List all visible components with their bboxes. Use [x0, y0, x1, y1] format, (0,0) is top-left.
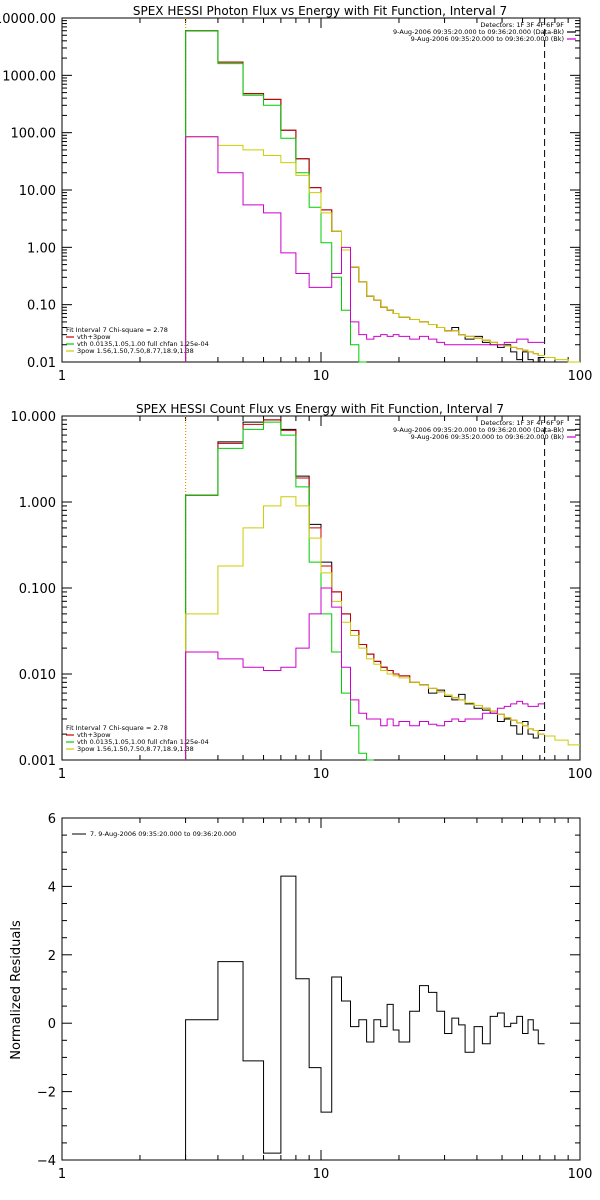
y-tick-label: 0.01	[27, 356, 56, 371]
data-series-step-line	[185, 419, 545, 760]
data-series-step-line	[185, 419, 545, 760]
y-tick-label: 0.100	[19, 582, 56, 597]
y-tick-label: 10.00	[19, 184, 56, 199]
chart-title: SPEX HESSI Photon Flux vs Energy with Fi…	[133, 4, 507, 18]
count-flux-panel: SPEX HESSI Count Flux vs Energy with Fit…	[11, 402, 593, 782]
y-tick-label: 6	[48, 812, 56, 827]
y-tick-label: 0.010	[19, 668, 56, 683]
legend-top-right-text: 9-Aug-2006 09:35:20.000 to 09:36:20.000 …	[393, 426, 564, 434]
x-tick-label: 1	[58, 369, 66, 384]
data-series-step-line	[185, 136, 545, 362]
data-series-step-line	[185, 421, 374, 761]
y-tick-label: 10.000	[11, 410, 57, 425]
legend-top-right-text: 9-Aug-2006 09:35:20.000 to 09:36:20.000 …	[411, 35, 564, 43]
legend-top-right-text: 9-Aug-2006 09:35:20.000 to 09:36:20.000 …	[393, 28, 564, 36]
y-axis-label: Normalized Residuals	[9, 920, 24, 1060]
data-series-step-line	[185, 136, 545, 362]
data-series-step-line	[185, 587, 545, 760]
legend-bottom-left-text: 3pow 1.56,1.50,7.50,8.77,18.9,1.38	[77, 347, 194, 355]
residuals-panel: Normalized Residuals 1 10 100 −4 −2 0 2 4 6 7. 9-…	[9, 812, 592, 1182]
x-tick-label: 10	[313, 1167, 330, 1182]
y-tick-label: 0	[48, 1017, 56, 1032]
data-series-step-line	[185, 875, 545, 1160]
chart-title: SPEX HESSI Count Flux vs Energy with Fit…	[136, 402, 504, 416]
y-tick-label: 4	[48, 880, 56, 895]
legend-bottom-left-text: vth+3pow	[77, 333, 111, 341]
x-tick-label: 100	[568, 1167, 593, 1182]
legend-top-right-text: Detectors: 1F 3F 4F 6F 9F	[480, 21, 564, 29]
data-series-step-line	[185, 30, 545, 363]
y-tick-label: −2	[37, 1086, 56, 1101]
x-tick-label: 100	[568, 369, 593, 384]
legend-top-left-text: 7. 9-Aug-2006 09:35:20.000 to 09:36:20.0…	[90, 830, 236, 838]
model-extension-line	[544, 356, 580, 363]
legend-bottom-left-text: vth+3pow	[77, 731, 111, 739]
y-tick-label: −4	[37, 1154, 56, 1169]
legend-bottom-left-text: 3pow 1.56,1.50,7.50,8.77,18.9,1.38	[77, 745, 194, 753]
x-tick-label: 100	[568, 767, 593, 782]
y-tick-label: 10000.00	[0, 12, 56, 27]
photon-flux-panel: SPEX HESSI Photon Flux vs Energy with Fi…	[0, 4, 592, 384]
legend-bottom-left-text: Fit Interval 7 Chi-square = 2.78	[66, 724, 168, 732]
legend-top-right-text: Detectors: 1F 3F 4F 6F 9F	[480, 419, 564, 427]
y-tick-label: 2	[48, 949, 56, 964]
y-tick-label: 1.00	[27, 241, 56, 256]
x-tick-label: 1	[58, 767, 66, 782]
y-tick-label: 1000.00	[2, 69, 56, 84]
legend-bottom-left-text: vth 0.0135,1.05,1.00 full chfan 1.25e-04	[77, 738, 209, 746]
legend-top-right-text: 9-Aug-2006 09:35:20.000 to 09:36:20.000 …	[411, 433, 564, 441]
y-tick-label: 0.001	[19, 754, 56, 769]
y-tick-label: 100.00	[11, 127, 57, 142]
y-tick-label: 0.10	[27, 299, 56, 314]
legend-bottom-left-text: vth 0.0135,1.05,1.00 full chfan 1.25e-04	[77, 340, 209, 348]
x-tick-label: 1	[58, 1167, 66, 1182]
data-series-step-line	[185, 496, 545, 760]
y-tick-label: 1.000	[19, 496, 56, 511]
data-series-step-line	[185, 30, 367, 363]
x-tick-label: 10	[313, 767, 330, 782]
data-series-step-line	[185, 30, 545, 362]
legend-bottom-left-text: Fit Interval 7 Chi-square = 2.78	[66, 326, 168, 334]
x-tick-label: 10	[313, 369, 330, 384]
model-extension-line	[544, 735, 580, 746]
